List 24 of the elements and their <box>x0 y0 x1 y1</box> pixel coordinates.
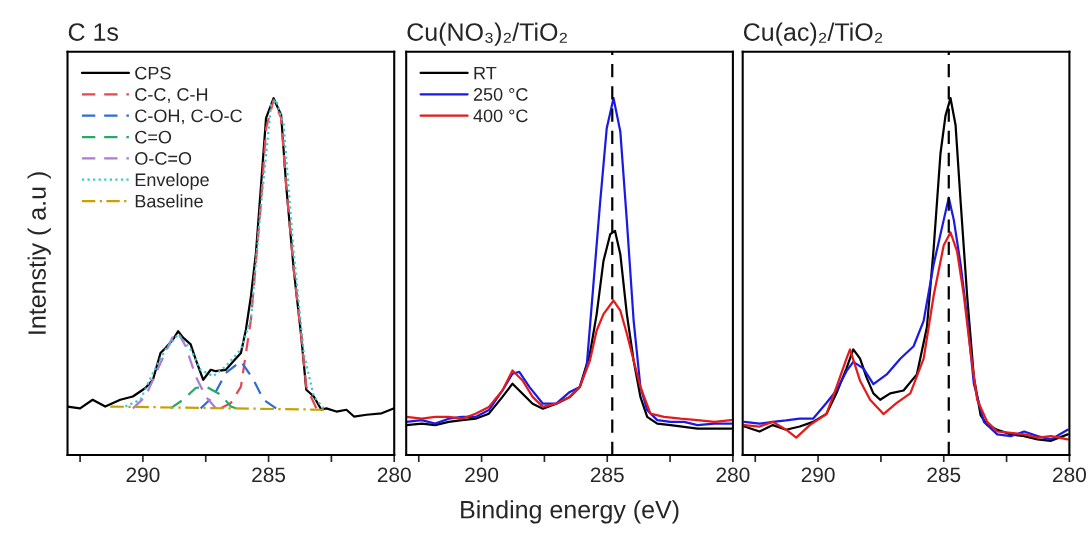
legend-label: C-C, C-H <box>135 88 208 103</box>
chart-title: Cu(NO₃)₂/TiO₂ <box>407 22 567 46</box>
chart-title: Cu(ac)₂/TiO₂ <box>743 22 883 46</box>
y-axis-title: Intenstiy ( a.u ) <box>27 172 51 334</box>
x-tick-label: 290 <box>801 467 835 483</box>
legend-label: Envelope <box>135 172 209 190</box>
x-tick-label: 290 <box>126 467 160 483</box>
legend-label: 250 °C <box>473 88 528 101</box>
x-tick-label: 290 <box>465 467 499 483</box>
legend-label: CPS <box>135 66 171 80</box>
legend-label: RT <box>474 66 497 80</box>
x-tick-label: 285 <box>252 467 286 483</box>
x-tick-label: 280 <box>716 467 750 483</box>
x-tick-label: 280 <box>377 467 411 483</box>
x-tick-label: 280 <box>1053 467 1086 483</box>
legend-label: C=O <box>135 130 172 144</box>
legend-label: 400 °C <box>473 109 528 123</box>
chart-title: C 1s <box>68 23 119 41</box>
x-tick-label: 285 <box>590 467 624 483</box>
legend-label: O-C=O <box>135 152 192 165</box>
legend-label: Baseline <box>135 194 203 208</box>
legend-label: C-OH, C-O-C <box>135 109 242 125</box>
x-tick-label: 285 <box>927 467 961 483</box>
x-axis-title: Binding energy (eV) <box>461 500 679 524</box>
